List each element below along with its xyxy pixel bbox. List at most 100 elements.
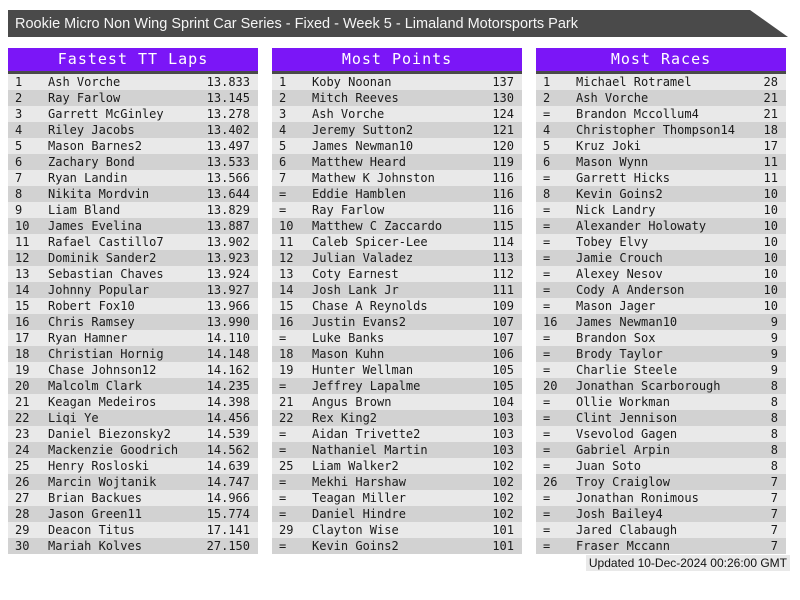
table-row: = Brody Taylor 9 [536, 346, 786, 362]
rank-cell: = [279, 475, 287, 489]
value-cell: 111 [492, 283, 514, 297]
rank-cell: = [543, 331, 551, 345]
rank-cell: 1 [279, 75, 287, 89]
rank-cell: 4 [543, 123, 551, 137]
value-cell: 115 [492, 219, 514, 233]
rank-cell: 4 [15, 123, 23, 137]
value-cell: 8 [770, 379, 778, 393]
name-cell: Mason Kuhn [312, 347, 385, 361]
column-header-most-points: Most Points [272, 48, 522, 74]
name-cell: Brandon Sox [576, 331, 656, 345]
name-cell: Koby Noonan [312, 75, 392, 89]
table-row: 7 Ryan Landin 13.566 [8, 170, 258, 186]
value-cell: 17.141 [206, 523, 250, 537]
rank-cell: 6 [543, 155, 551, 169]
rank-cell: 2 [15, 91, 23, 105]
title-bar: Rookie Micro Non Wing Sprint Car Series … [8, 10, 788, 37]
value-cell: 7 [770, 523, 778, 537]
table-row: 2 Ash Vorche 21 [536, 90, 786, 106]
rank-cell: 30 [15, 539, 30, 553]
name-cell: Fraser Mccann [576, 539, 670, 553]
table-row: = Clint Jennison 8 [536, 410, 786, 426]
table-row: = Nick Landry 10 [536, 202, 786, 218]
rank-cell: = [543, 523, 551, 537]
rank-cell: = [543, 203, 551, 217]
name-cell: Kevin Goins2 [312, 539, 399, 553]
table-row: 26 Troy Craiglow 7 [536, 474, 786, 490]
table-row: 1 Koby Noonan 137 [272, 74, 522, 90]
rank-cell: 24 [15, 443, 30, 457]
table-row: 1 Michael Rotramel 28 [536, 74, 786, 90]
table-row: 10 James Evelina 13.887 [8, 218, 258, 234]
value-cell: 14.235 [206, 379, 250, 393]
table-row: 3 Garrett McGinley 13.278 [8, 106, 258, 122]
rank-cell: = [279, 539, 287, 553]
name-cell: Clayton Wise [312, 523, 399, 537]
value-cell: 14.398 [206, 395, 250, 409]
page-title: Rookie Micro Non Wing Sprint Car Series … [15, 15, 579, 32]
table-row: = Josh Bailey4 7 [536, 506, 786, 522]
name-cell: Jeffrey Lapalme [312, 379, 421, 393]
table-row: 30 Mariah Kolves 27.150 [8, 538, 258, 554]
table-row: 16 James Newman10 9 [536, 314, 786, 330]
name-cell: Ryan Hamner [48, 331, 128, 345]
value-cell: 102 [492, 459, 514, 473]
value-cell: 120 [492, 139, 514, 153]
rank-cell: = [279, 427, 287, 441]
name-cell: Josh Lank Jr [312, 283, 399, 297]
rank-cell: 1 [543, 75, 551, 89]
name-cell: Brandon Mccollum4 [576, 107, 699, 121]
table-row: 27 Brian Backues 14.966 [8, 490, 258, 506]
name-cell: Brody Taylor [576, 347, 663, 361]
value-cell: 13.923 [206, 251, 250, 265]
table-row: 6 Matthew Heard 119 [272, 154, 522, 170]
value-cell: 7 [770, 539, 778, 553]
table-row: 16 Justin Evans2 107 [272, 314, 522, 330]
rank-cell: = [543, 107, 551, 121]
name-cell: Matthew Heard [312, 155, 406, 169]
name-cell: Christian Hornig [48, 347, 164, 361]
rank-cell: = [543, 283, 551, 297]
table-row: 28 Jason Green11 15.774 [8, 506, 258, 522]
table-row: 22 Liqi Ye 14.456 [8, 410, 258, 426]
table-row: = Luke Banks 107 [272, 330, 522, 346]
rank-cell: 11 [279, 235, 294, 249]
value-cell: 112 [492, 267, 514, 281]
name-cell: Juan Soto [576, 459, 642, 473]
table-row: 15 Robert Fox10 13.966 [8, 298, 258, 314]
table-row: = Kevin Goins2 101 [272, 538, 522, 554]
name-cell: Sebastian Chaves [48, 267, 164, 281]
table-row: 17 Ryan Hamner 14.110 [8, 330, 258, 346]
rank-cell: 6 [279, 155, 287, 169]
name-cell: Mekhi Harshaw [312, 475, 406, 489]
table-row: 18 Christian Hornig 14.148 [8, 346, 258, 362]
rank-cell: 1 [15, 75, 23, 89]
value-cell: 14.148 [206, 347, 250, 361]
table-row: = Garrett Hicks 11 [536, 170, 786, 186]
table-row: 5 James Newman10 120 [272, 138, 522, 154]
table-row: 14 Josh Lank Jr 111 [272, 282, 522, 298]
name-cell: Liam Bland [48, 203, 121, 217]
name-cell: Robert Fox10 [48, 299, 135, 313]
value-cell: 14.456 [206, 411, 250, 425]
table-row: = Charlie Steele 9 [536, 362, 786, 378]
value-cell: 10 [763, 267, 778, 281]
table-row: 25 Henry Rosloski 14.639 [8, 458, 258, 474]
table-row: = Juan Soto 8 [536, 458, 786, 474]
name-cell: Kruz Joki [576, 139, 642, 153]
rank-cell: 22 [279, 411, 294, 425]
name-cell: Henry Rosloski [48, 459, 150, 473]
value-cell: 14.639 [206, 459, 250, 473]
rank-cell: = [543, 395, 551, 409]
value-cell: 105 [492, 363, 514, 377]
rank-cell: = [543, 427, 551, 441]
column-header-most-races: Most Races [536, 48, 786, 74]
value-cell: 10 [763, 235, 778, 249]
table-row: 24 Mackenzie Goodrich 14.562 [8, 442, 258, 458]
table-row: = Daniel Hindre 102 [272, 506, 522, 522]
rank-cell: 14 [279, 283, 294, 297]
table-row: 20 Jonathan Scarborough 8 [536, 378, 786, 394]
name-cell: Kevin Goins2 [576, 187, 663, 201]
name-cell: Johnny Popular [48, 283, 150, 297]
value-cell: 7 [770, 475, 778, 489]
